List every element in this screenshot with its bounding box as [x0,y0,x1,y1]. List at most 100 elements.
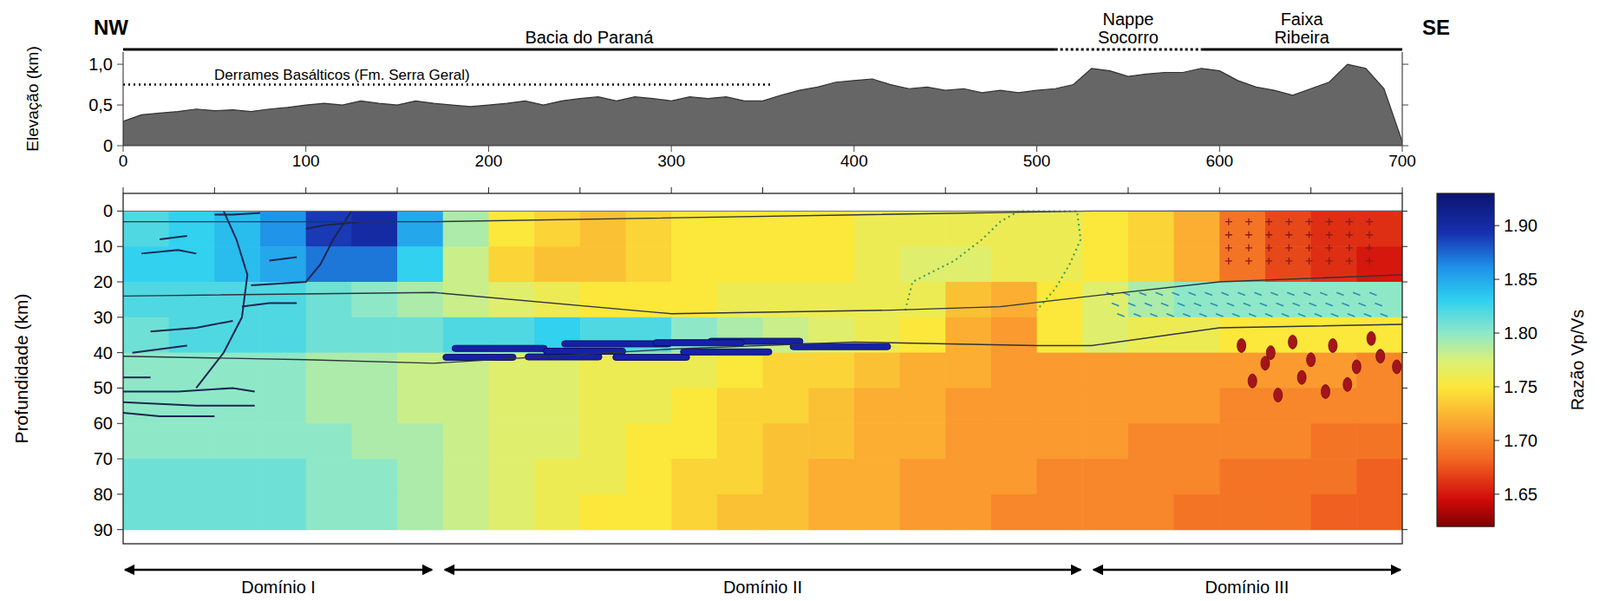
heatmap-cell [900,281,947,318]
cross-sketch [1245,244,1253,252]
region-label: Bacia do Paraná [524,27,654,47]
cross-sketch [1325,257,1333,265]
lens-sketch [613,353,691,360]
heatmap-cell [991,246,1038,282]
heatmap-cell [260,246,307,282]
colorbar-tick-label: 1.65 [1503,484,1538,504]
figure: NWSEBacia do ParanáNappeSocorroFaixaRibe… [0,0,1600,601]
colorbar-title: Razão Vp/Vs [1567,309,1587,412]
layering-sketch [1161,303,1169,307]
heatmap-cell [1356,246,1403,282]
heatmap-cell [945,246,992,282]
heatmap-cell [1356,210,1403,247]
heatmap-cell [991,387,1038,424]
melt-sketch [1273,388,1283,403]
heatmap-cell [808,387,855,424]
heatmap-cell [306,423,353,459]
x-tick [853,145,855,152]
melt-sketch [1321,385,1331,399]
layering-sketch [1270,292,1278,295]
colorbar-frame [1436,193,1495,527]
cross-sketch [1245,231,1253,239]
colorbar-tick [1494,493,1500,495]
heatmap-cell [443,387,490,424]
heatmap-cell [1219,246,1266,282]
region-label-line: Socorro [1097,27,1159,47]
fault-sketch [123,387,255,392]
y-tick [1402,281,1408,283]
y-tick [1402,104,1409,106]
heatmap-cell [123,352,170,389]
heatmap-cell [214,494,261,530]
heatmap-cell [945,387,992,424]
heatmap-cell [534,423,581,459]
heatmap-cell [671,210,718,247]
heatmap-cell [1082,423,1129,459]
y-tick [1402,458,1408,460]
heatmap-cell [854,246,901,282]
boundary-line [123,210,1403,222]
y-tick [1402,423,1408,425]
lens-sketch [543,348,627,355]
heatmap-cell [1219,317,1266,353]
cross-sketch [1225,231,1233,239]
heatmap-cell [1174,210,1221,247]
domain-label: Domínio II [723,577,803,597]
cross-sketch [1345,244,1353,252]
y-tick [117,145,124,147]
layering-sketch [1155,292,1163,295]
x-tick-label: 0 [118,151,129,170]
heatmap-cell [1174,352,1221,389]
y-axis-title: Elevação (km) [23,45,42,151]
heatmap-cell [534,458,581,495]
heatmap-cell [625,210,672,247]
heatmap-cell [123,317,170,353]
y-tick [117,352,124,353]
heatmap-cell [123,423,170,459]
heatmap-cell [945,281,992,318]
domain-label: Domínio III [1205,577,1290,597]
y-axis [122,52,124,146]
heatmap-cell [351,387,398,424]
heatmap-cell [397,281,444,318]
layering-sketch [1352,292,1360,295]
heatmap-cell [306,387,353,424]
heatmap-cell [717,317,764,353]
y-tick-label: 80 [93,484,113,504]
heatmap-cell [1265,246,1312,282]
layering-sketch [1139,292,1147,295]
heatmap-cell [945,210,992,247]
melt-sketch [1351,359,1361,374]
x-axis [123,144,1403,146]
y-tick [117,246,124,248]
region-label: NappeSocorro [1097,9,1159,47]
heatmap-cell [1265,210,1312,247]
heatmap-cell [488,494,535,530]
y-tick [117,281,124,283]
heatmap-cell [1174,494,1221,530]
heatmap-cell [625,423,672,459]
layering-sketch [1227,303,1235,307]
heatmap-cell [534,210,581,247]
heatmap-cell [717,458,764,495]
heatmap-cell [1128,210,1175,247]
heatmap-cell [900,387,947,424]
cross-sketch [1225,244,1233,252]
heatmap-cell [900,246,947,282]
fault-sketch [306,222,361,229]
x-tick-label: 700 [1388,151,1417,170]
lens-sketch [653,339,745,347]
heatmap-cell [306,352,353,389]
heatmap-cell [808,423,855,459]
cross-sketch [1365,244,1373,252]
layering-sketch [1243,303,1251,307]
heatmap-cell [214,246,261,282]
y-tick [1402,64,1409,66]
heatmap-cell [169,210,216,247]
y-tick [117,423,124,425]
x-tick [488,187,490,194]
layering-sketch [1380,313,1388,317]
x-tick [1402,145,1404,152]
heatmap-cell [488,423,535,459]
heatmap-cell [351,210,398,247]
